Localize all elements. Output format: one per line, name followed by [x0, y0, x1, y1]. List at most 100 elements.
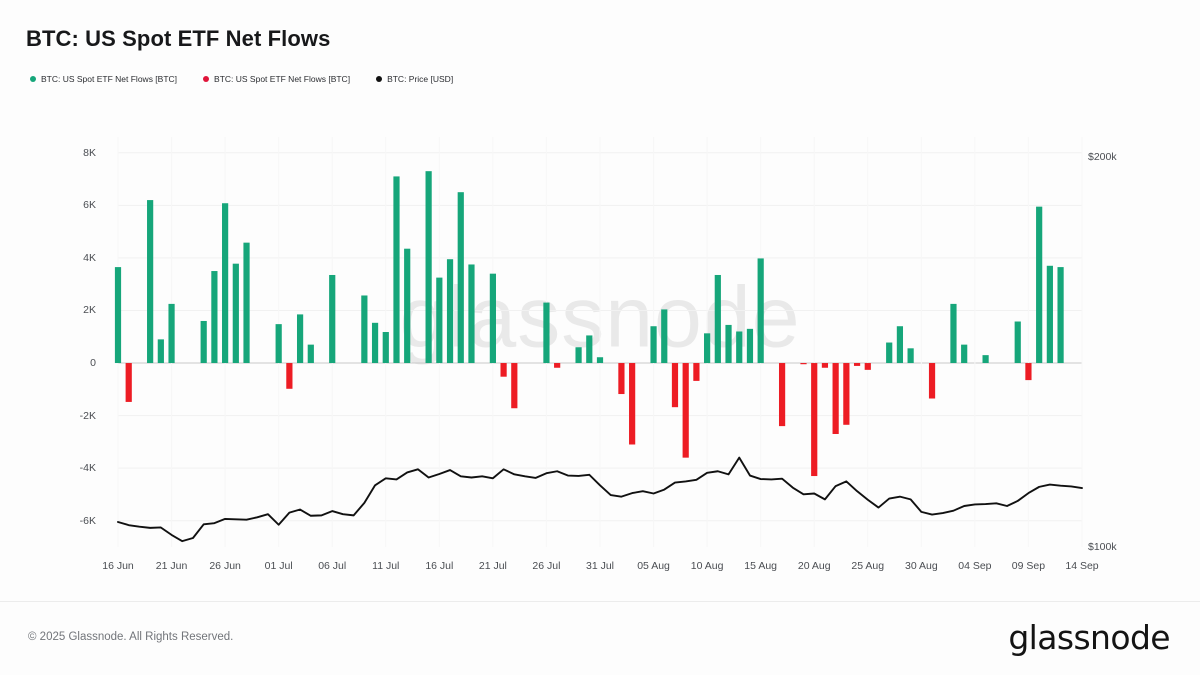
x-axis-tick-label: 14 Sep: [1065, 560, 1099, 572]
bar-inflow: [211, 271, 218, 364]
x-axis-tick-label: 09 Sep: [1011, 560, 1046, 572]
bar-inflow: [275, 324, 282, 364]
x-axis-tick-label: 06 Jul: [318, 560, 347, 572]
bar-inflow: [296, 314, 304, 364]
brand-logo: glassnode: [1008, 618, 1170, 657]
x-axis-tick-label: 31 Jul: [585, 560, 615, 572]
x-axis-tick-label: 16 Jun: [102, 560, 134, 572]
bar-inflow: [457, 192, 464, 364]
bar-inflow: [596, 357, 604, 364]
bar-inflow: [746, 328, 754, 364]
y2-axis-tick-label: $100k: [1088, 541, 1117, 553]
bar-outflow: [800, 363, 807, 365]
bar-outflow: [853, 363, 861, 366]
chart-legend: BTC: US Spot ETF Net Flows [BTC] BTC: US …: [30, 74, 453, 84]
legend-label: BTC: US Spot ETF Net Flows [BTC]: [41, 74, 178, 84]
bar-inflow: [543, 302, 550, 364]
legend-dot-icon: [203, 76, 210, 82]
bar-inflow: [586, 335, 593, 364]
bar-inflow: [200, 320, 207, 364]
bar-outflow: [864, 363, 871, 370]
bar-inflow: [886, 342, 893, 364]
x-axis-tick-label: 26 Jun: [209, 560, 241, 572]
footer-copyright: © 2025 Glassnode. All Rights Reserved.: [28, 631, 234, 643]
bar-inflow: [757, 258, 764, 364]
x-axis-tick-label: 16 Jul: [425, 560, 454, 572]
bar-inflow: [446, 259, 454, 364]
y-axis-tick-label: 6K: [83, 199, 96, 212]
y-axis-tick-label: 4K: [83, 251, 96, 264]
bar-outflow: [778, 363, 786, 427]
bar-inflow: [468, 264, 475, 364]
bar-inflow: [168, 303, 175, 364]
bar-outflow: [511, 363, 518, 409]
bar-inflow: [489, 273, 496, 364]
bar-inflow: [329, 274, 336, 364]
bar-inflow: [725, 324, 732, 364]
y-axis-tick-label: 8K: [83, 146, 96, 159]
bar-inflow: [425, 171, 432, 364]
bar-inflow: [114, 267, 122, 364]
x-axis-tick-label: 26 Jul: [532, 560, 561, 572]
bar-outflow: [821, 363, 829, 368]
y2-axis-tick-label: $200k: [1088, 150, 1117, 163]
bar-outflow: [811, 363, 818, 477]
bar-inflow: [736, 331, 743, 364]
bar-inflow: [961, 344, 968, 364]
bar-inflow: [714, 274, 721, 364]
bar-inflow: [243, 242, 250, 364]
bar-outflow: [554, 363, 561, 368]
y-axis-tick-label: 0: [90, 357, 96, 370]
legend-price[interactable]: BTC: Price [USD]: [376, 74, 453, 84]
legend-label: BTC: Price [USD]: [387, 74, 454, 84]
bar-inflow: [222, 203, 229, 364]
x-axis-tick-label: 20 Aug: [797, 560, 831, 572]
bar-inflow: [307, 344, 314, 364]
bar-outflow: [832, 363, 839, 434]
bar-inflow: [1014, 321, 1021, 364]
bar-inflow: [1057, 267, 1064, 364]
x-axis-tick-label: 11 Jul: [372, 560, 400, 572]
bar-inflow: [650, 326, 657, 364]
bar-inflow: [704, 333, 711, 364]
bar-outflow: [671, 363, 679, 408]
bar-inflow: [361, 295, 368, 364]
x-axis-tick-label: 01 Jul: [264, 560, 293, 572]
legend-outflow[interactable]: BTC: US Spot ETF Net Flows [BTC]: [203, 74, 350, 84]
x-axis-tick-label: 15 Aug: [744, 560, 778, 572]
bar-inflow: [575, 347, 582, 364]
y-axis-tick-label: -6K: [79, 514, 96, 527]
x-axis-tick-label: 30 Aug: [904, 560, 938, 572]
bar-outflow: [843, 363, 850, 425]
bar-outflow: [618, 363, 625, 395]
x-axis-tick-label: 21 Jun: [155, 560, 188, 572]
bar-inflow: [982, 355, 989, 364]
bar-outflow: [500, 363, 507, 377]
bar-inflow: [157, 339, 164, 364]
x-axis-tick-label: 21 Jul: [478, 560, 507, 572]
legend-inflow[interactable]: BTC: US Spot ETF Net Flows [BTC]: [30, 74, 177, 84]
x-axis-tick-label: 04 Sep: [958, 560, 992, 572]
bar-inflow: [1036, 206, 1043, 364]
legend-label: BTC: US Spot ETF Net Flows [BTC]: [214, 74, 351, 84]
bar-inflow: [382, 332, 389, 364]
legend-dot-icon: [30, 76, 36, 82]
x-axis-tick-label: 25 Aug: [851, 560, 885, 572]
bar-outflow: [1025, 363, 1032, 381]
bar-inflow: [371, 322, 379, 364]
page-title: BTC: US Spot ETF Net Flows: [26, 26, 331, 51]
bar-inflow: [393, 176, 400, 364]
bar-inflow: [661, 309, 668, 364]
bar-outflow: [928, 363, 936, 399]
x-axis-tick-label: 05 Aug: [637, 560, 670, 572]
bar-outflow: [693, 363, 700, 381]
bar-inflow: [907, 348, 914, 364]
x-axis-tick-label: 10 Aug: [690, 560, 724, 572]
bar-inflow: [1046, 265, 1053, 364]
bar-outflow: [629, 363, 636, 445]
y-axis-tick-label: -2K: [79, 409, 96, 422]
bar-outflow: [286, 363, 293, 389]
footer-divider: [0, 601, 1200, 602]
bar-outflow: [682, 363, 689, 458]
